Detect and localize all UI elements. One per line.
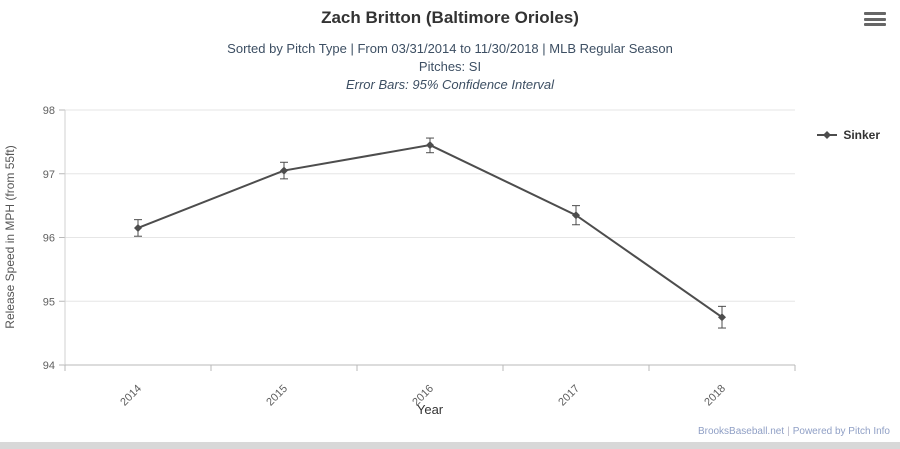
credits: BrooksBaseball.net | Powered by Pitch Info bbox=[698, 426, 890, 437]
svg-text:2017: 2017 bbox=[556, 383, 582, 409]
hamburger-bar bbox=[864, 17, 886, 21]
series-sinker bbox=[134, 137, 726, 329]
hamburger-bar bbox=[864, 23, 886, 26]
credits-separator: | bbox=[787, 426, 790, 437]
legend-item-sinker[interactable]: Sinker bbox=[816, 128, 880, 142]
y-axis-title: Release Speed in MPH (from 55ft) bbox=[3, 145, 17, 328]
svg-text:2014: 2014 bbox=[118, 383, 144, 409]
svg-text:98: 98 bbox=[43, 105, 55, 117]
svg-text:97: 97 bbox=[43, 169, 55, 181]
subtitle-filters: Sorted by Pitch Type | From 03/31/2014 t… bbox=[227, 41, 673, 56]
brooksbaseball-link[interactable]: BrooksBaseball.net bbox=[697, 426, 785, 437]
svg-text:2018: 2018 bbox=[702, 383, 728, 409]
legend-label: Sinker bbox=[843, 128, 880, 142]
svg-text:2015: 2015 bbox=[264, 383, 290, 409]
svg-text:95: 95 bbox=[43, 296, 55, 308]
hamburger-bar bbox=[864, 12, 886, 15]
pitchinfo-link[interactable]: Powered by Pitch Info bbox=[792, 426, 890, 437]
chart-subtitles: Sorted by Pitch Type | From 03/31/2014 t… bbox=[0, 40, 900, 94]
hamburger-menu-icon[interactable] bbox=[864, 10, 886, 28]
page-title: Zach Britton (Baltimore Orioles) bbox=[321, 8, 579, 27]
bottom-scroll-strip[interactable] bbox=[0, 442, 900, 449]
subtitle-pitches: Pitches: SI bbox=[418, 59, 482, 74]
subtitle-errorbars: Error Bars: 95% Confidence Interval bbox=[345, 77, 555, 92]
svg-text:96: 96 bbox=[43, 233, 55, 245]
sinker-marker-icon bbox=[817, 131, 838, 139]
svg-text:94: 94 bbox=[43, 360, 55, 372]
x-axis-title: Year bbox=[417, 402, 444, 417]
